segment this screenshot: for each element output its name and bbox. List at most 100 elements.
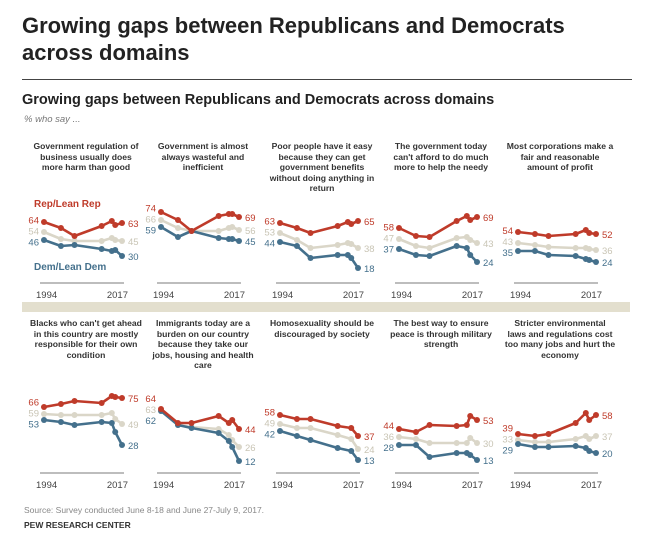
total-data-point: [41, 229, 47, 235]
rep-data-point: [463, 422, 470, 428]
dem-data-point: [355, 457, 361, 463]
dem-data-point: [277, 428, 283, 434]
dem-data-point: [307, 255, 314, 261]
dem-end-label: 18: [364, 264, 375, 275]
rep-data-point: [412, 429, 419, 435]
rep-data-point: [474, 214, 480, 220]
dem-data-point: [545, 252, 552, 258]
dem-start-label: 44: [264, 239, 275, 250]
total-data-point: [412, 243, 419, 249]
total-data-point: [112, 416, 119, 422]
dem-data-point: [236, 458, 242, 464]
total-end-label: 24: [364, 445, 375, 456]
dem-data-point: [545, 444, 552, 450]
total-data-point: [277, 421, 283, 427]
rep-end-label: 37: [364, 432, 375, 443]
rep-series-line: [398, 214, 478, 239]
total-data-point: [334, 432, 341, 438]
rep-data-point: [98, 223, 105, 229]
dem-start-label: 37: [383, 245, 394, 256]
dem-data-point: [355, 265, 361, 271]
rep-start-label: 54: [502, 226, 513, 237]
total-start-label: 49: [264, 418, 275, 429]
rep-end-label: 44: [245, 425, 256, 436]
rep-data-point: [174, 420, 181, 426]
total-data-point: [293, 425, 300, 431]
total-end-label: 43: [483, 239, 494, 250]
rep-data-point: [467, 413, 474, 419]
total-end-label: 36: [602, 246, 613, 257]
panel-title: Homosexuality should be discouraged by s…: [269, 318, 375, 339]
dem-data-point: [215, 430, 222, 436]
x-tick-label: 2017: [107, 480, 128, 491]
dem-data-point: [515, 441, 521, 447]
rep-data-point: [215, 213, 222, 219]
dem-data-point: [426, 253, 433, 259]
dem-data-point: [71, 242, 78, 248]
dem-data-point: [348, 255, 355, 261]
org-credit: PEW RESEARCH CENTER: [24, 520, 131, 530]
rep-data-point: [307, 230, 314, 236]
dem-data-point: [71, 422, 78, 428]
rep-start-label: 44: [383, 421, 394, 432]
total-data-point: [426, 245, 433, 251]
dem-data-point: [593, 259, 599, 265]
x-tick-label: 2017: [462, 480, 483, 491]
rep-data-point: [593, 412, 599, 418]
x-tick-label: 1994: [391, 290, 412, 301]
dem-data-point: [174, 234, 181, 240]
dem-data-point: [277, 239, 283, 245]
total-data-point: [277, 230, 283, 236]
rep-data-point: [426, 422, 433, 428]
rep-data-point: [396, 225, 402, 231]
x-tick-label: 1994: [272, 290, 293, 301]
dem-end-label: 24: [602, 258, 613, 269]
rep-data-point: [119, 395, 125, 401]
rep-start-label: 58: [264, 407, 275, 418]
rep-start-label: 58: [383, 223, 394, 234]
rep-data-point: [572, 420, 579, 426]
dem-end-label: 30: [128, 252, 139, 263]
total-data-point: [98, 238, 105, 244]
total-end-label: 26: [245, 443, 256, 454]
rep-data-point: [108, 218, 115, 224]
rep-start-label: 64: [28, 215, 39, 226]
rep-start-label: 39: [502, 423, 513, 434]
page-title: Growing gaps between Republicans and Dem…: [22, 13, 565, 65]
dem-data-point: [412, 252, 419, 258]
rep-data-point: [293, 225, 300, 231]
dem-data-point: [515, 248, 521, 254]
title-divider: [22, 79, 632, 80]
total-start-label: 47: [383, 234, 394, 245]
total-data-point: [348, 241, 355, 247]
total-data-point: [474, 240, 480, 246]
rep-data-point: [531, 231, 538, 237]
rep-series-line: [160, 407, 241, 430]
rep-end-label: 65: [364, 217, 375, 228]
rep-data-point: [572, 231, 579, 237]
total-data-point: [225, 432, 232, 438]
panel-title: Most corporations make a fair and reason…: [506, 141, 614, 173]
rep-data-point: [188, 228, 195, 234]
total-data-point: [98, 412, 105, 418]
total-data-point: [572, 245, 579, 251]
panel-title: The best way to ensure peace is through …: [390, 318, 492, 350]
total-data-point: [119, 238, 125, 244]
total-data-point: [593, 247, 599, 253]
dem-data-point: [57, 243, 64, 249]
chart-subtitle: Growing gaps between Republicans and Dem…: [22, 92, 495, 108]
rep-data-point: [307, 416, 314, 422]
total-data-point: [453, 235, 460, 241]
dem-data-point: [453, 243, 460, 249]
rep-data-point: [158, 406, 164, 412]
x-tick-label: 1994: [510, 290, 531, 301]
x-tick-label: 1994: [36, 290, 57, 301]
dem-end-label: 12: [245, 457, 256, 468]
rep-data-point: [582, 410, 589, 416]
rep-data-point: [348, 221, 355, 227]
dem-data-point: [467, 452, 474, 458]
rep-data-point: [334, 423, 341, 429]
dem-data-point: [98, 419, 105, 425]
total-data-point: [572, 436, 579, 442]
